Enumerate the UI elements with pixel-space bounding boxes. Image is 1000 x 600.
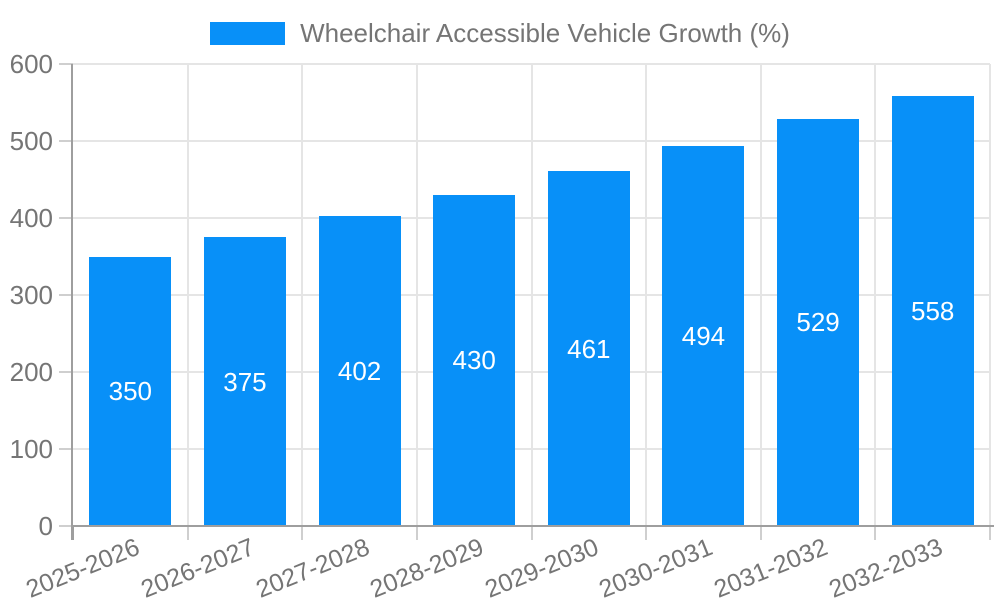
chart-legend[interactable]: Wheelchair Accessible Vehicle Growth (%) [0, 16, 1000, 50]
gridline-vertical [186, 64, 189, 526]
x-axis-tick [186, 526, 189, 540]
y-axis-tick [59, 448, 73, 450]
bar[interactable] [662, 145, 745, 526]
y-tick-label: 100 [9, 434, 53, 464]
gridline-vertical [301, 64, 304, 526]
y-tick-label: 300 [9, 280, 53, 310]
bar-value-label: 494 [681, 320, 726, 351]
bar-value-label: 529 [796, 307, 840, 338]
bar-value-label: 461 [567, 333, 611, 364]
bar-value-label: 375 [223, 366, 267, 397]
gridline-vertical [989, 64, 991, 526]
gridline-vertical [645, 64, 648, 526]
bar-value-label: 402 [337, 356, 382, 387]
gridline-vertical [415, 64, 418, 526]
x-axis-tick [72, 526, 74, 540]
bar[interactable] [89, 256, 172, 526]
y-axis-tick [59, 525, 73, 527]
y-axis-tick [59, 371, 73, 373]
legend-swatch [210, 21, 286, 45]
y-axis-tick [59, 294, 73, 296]
x-axis-tick [989, 526, 991, 540]
x-axis-tick [301, 526, 304, 540]
legend-label: Wheelchair Accessible Vehicle Growth (%) [300, 17, 790, 48]
bar[interactable] [891, 96, 974, 526]
x-axis-tick [645, 526, 648, 540]
y-tick-label: 200 [9, 357, 53, 387]
y-axis-tick [59, 217, 73, 219]
bar[interactable] [433, 194, 516, 526]
x-axis-tick [530, 526, 533, 540]
x-axis-line [73, 525, 994, 527]
bar[interactable] [203, 237, 286, 526]
y-tick-label: 0 [38, 511, 53, 541]
y-axis-line [71, 64, 73, 540]
gridline-vertical [530, 64, 533, 526]
x-axis-tick [759, 526, 762, 540]
y-tick-label: 500 [9, 126, 53, 156]
gridline-vertical [874, 64, 877, 526]
y-axis-tick [59, 63, 73, 65]
bar[interactable] [777, 118, 860, 526]
bar-value-label: 558 [910, 296, 955, 327]
bar-value-label: 350 [108, 376, 152, 407]
x-axis-tick [415, 526, 418, 540]
y-tick-label: 600 [9, 49, 53, 79]
x-axis-tick [874, 526, 877, 540]
gridline-vertical [759, 64, 762, 526]
y-tick-label: 400 [9, 203, 53, 233]
bar-value-label: 430 [452, 345, 496, 376]
bar[interactable] [547, 171, 630, 526]
bar[interactable] [318, 216, 401, 526]
y-axis-tick [59, 140, 73, 142]
